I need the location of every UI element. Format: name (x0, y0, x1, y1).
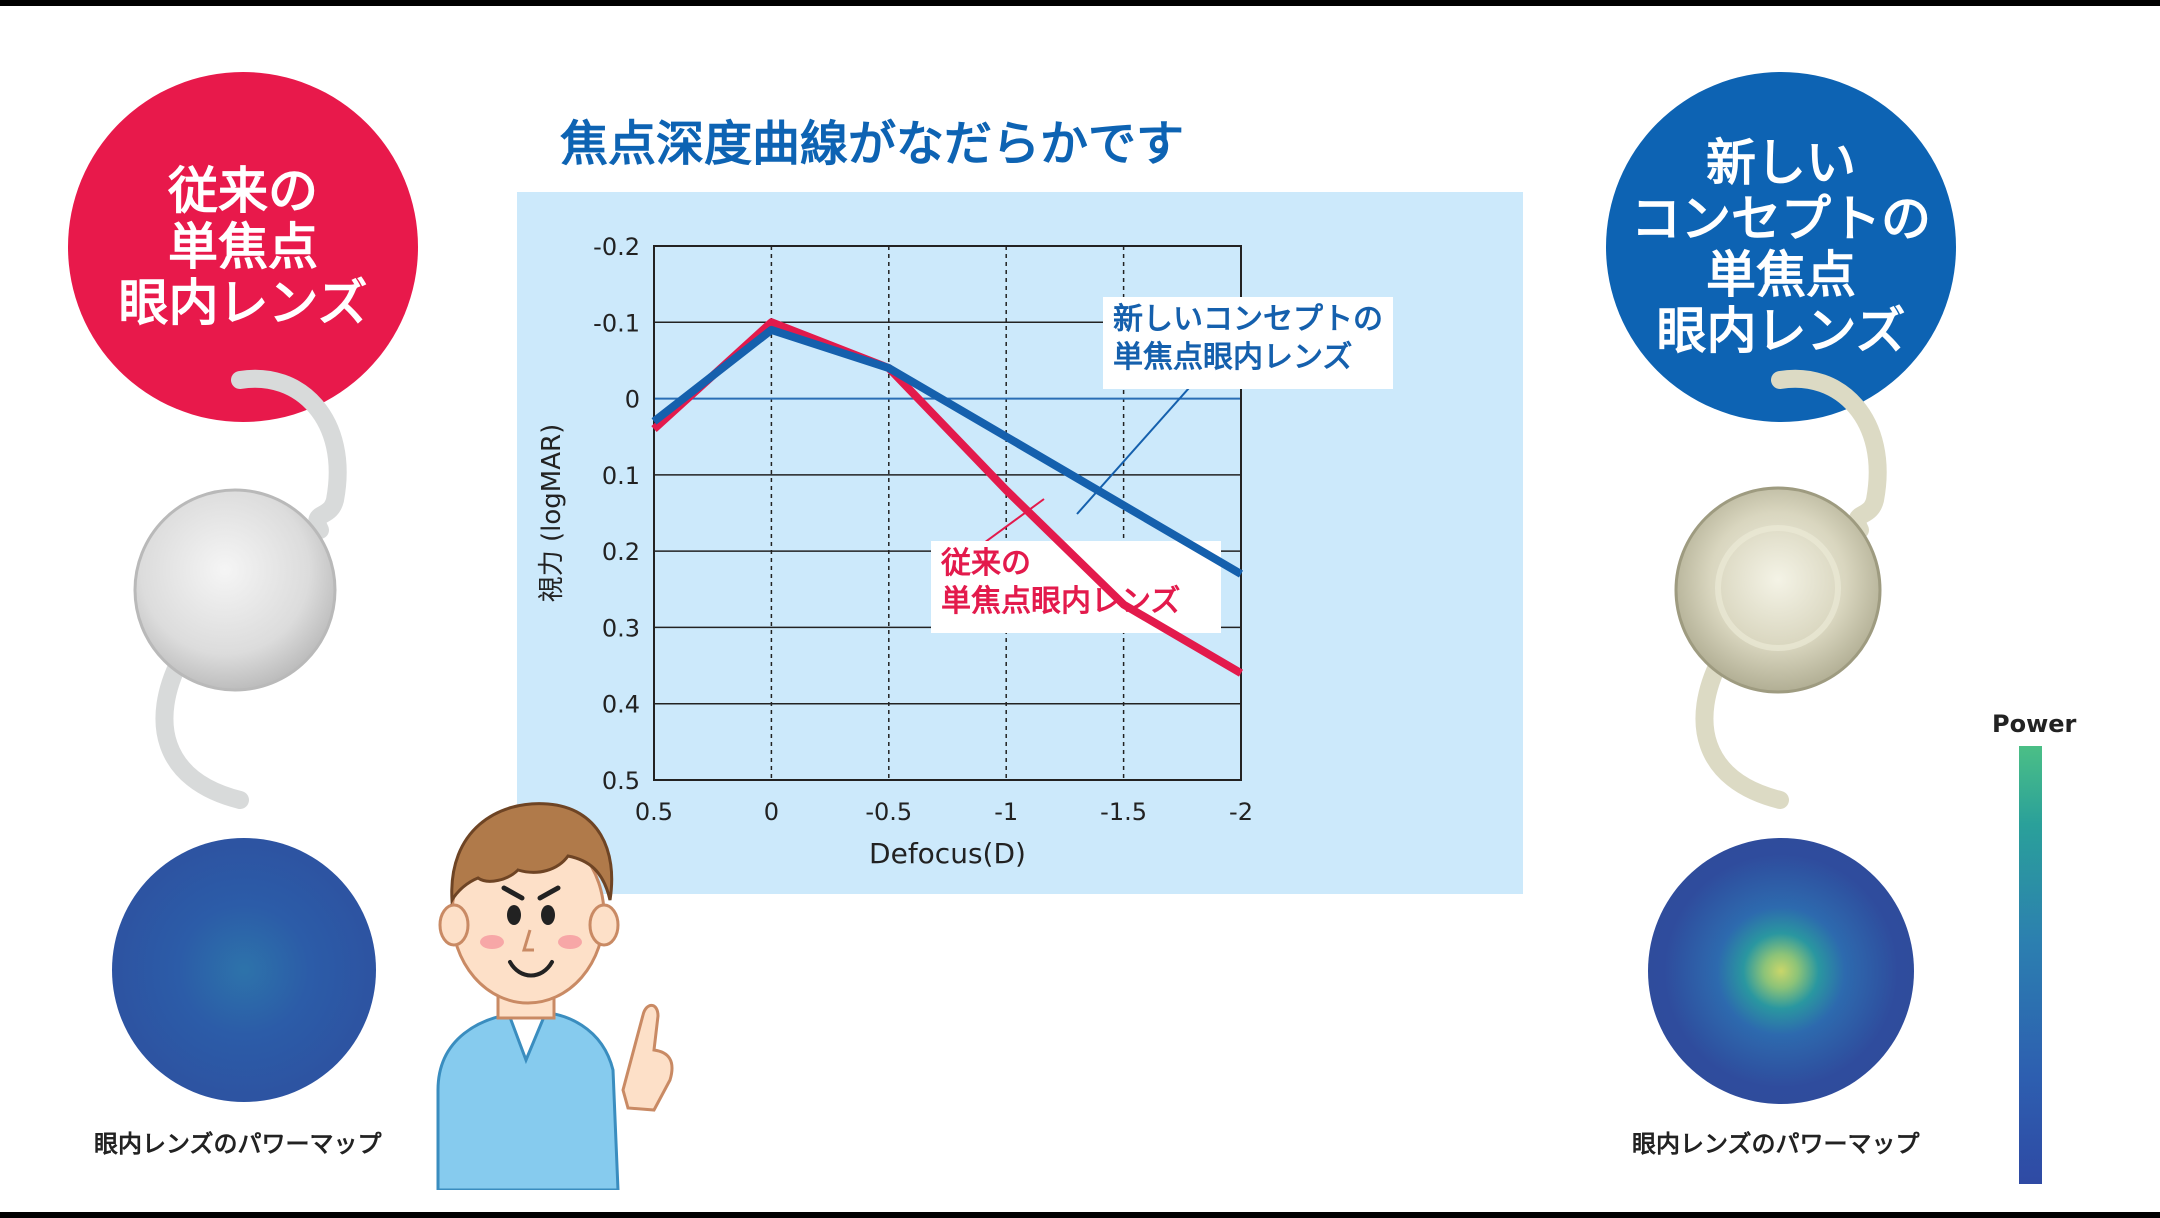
y-tick-label: 0.1 (602, 462, 640, 490)
x-tick-labels: 0.5 0 -0.5 -1 -1.5 -2 (635, 798, 1253, 826)
badge-line: 単焦点 (1706, 246, 1856, 304)
series-label: 単焦点眼内レンズ (1113, 340, 1352, 375)
annotation-background (1103, 297, 1393, 389)
x-tick-label: -1 (994, 798, 1018, 826)
y-tick-label: 0.3 (602, 614, 640, 642)
badge-line: コンセプトの (1631, 190, 1931, 248)
badge-line: 眼内レンズ (118, 274, 368, 332)
power-map-caption: 眼内レンズのパワーマップ (1632, 1130, 1920, 1158)
new-concept-power-map (1648, 838, 1914, 1104)
x-tick-label: 0 (764, 798, 779, 826)
x-tick-label: -1.5 (1100, 798, 1147, 826)
top-border (0, 0, 2160, 6)
badge-line: 単焦点 (168, 218, 318, 276)
series-line-1 (651, 318, 1244, 677)
y-tick-label: -0.1 (593, 309, 640, 337)
power-colorbar (2019, 746, 2042, 1184)
x-tick-label: -2 (1229, 798, 1253, 826)
conventional-power-map (112, 838, 376, 1102)
conventional-lens-image (133, 369, 347, 809)
y-tick-label: 0.5 (602, 767, 640, 795)
new-concept-lens-badge: 新しい コンセプトの 単焦点 眼内レンズ (1606, 72, 1956, 422)
conventional-lens-badge: 従来の 単焦点 眼内レンズ (68, 72, 418, 422)
badge-line: 眼内レンズ (1656, 302, 1906, 360)
series-label: 新しいコンセプトの (1113, 302, 1383, 337)
new-concept-lens-image (1674, 369, 1887, 809)
y-tick-label: 0.4 (602, 691, 640, 719)
series-line-0 (651, 325, 1244, 578)
x-axis-label: Defocus(D) (869, 837, 1026, 870)
y-tick-label: -0.2 (593, 233, 640, 261)
plot-frame (653, 245, 1242, 781)
power-map-caption: 眼内レンズのパワーマップ (94, 1130, 382, 1158)
y-tick-label: 0.2 (602, 538, 640, 566)
bottom-border (0, 1212, 2160, 1218)
badge-line: 従来の (168, 162, 318, 220)
y-axis-label: 視力 (logMAR) (537, 424, 567, 602)
series-label: 従来の (940, 546, 1031, 581)
doctor-character-illustration (436, 802, 674, 1190)
x-tick-label: -0.5 (865, 798, 912, 826)
y-tick-labels: -0.2 -0.1 0 0.1 0.2 0.3 0.4 0.5 (593, 233, 640, 795)
power-legend-label: Power (1992, 710, 2077, 738)
chart-title: 焦点深度曲線がなだらかです (560, 116, 1185, 172)
badge-line: 新しい (1706, 134, 1856, 192)
x-tick-label: 0.5 (635, 798, 673, 826)
series-layer (651, 318, 1244, 677)
defocus-curve-chart: -0.2 -0.1 0 0.1 0.2 0.3 0.4 0.5 0.5 0 -0.5 -1 -1.5 -… (537, 233, 1393, 870)
y-tick-label: 0 (625, 386, 640, 414)
